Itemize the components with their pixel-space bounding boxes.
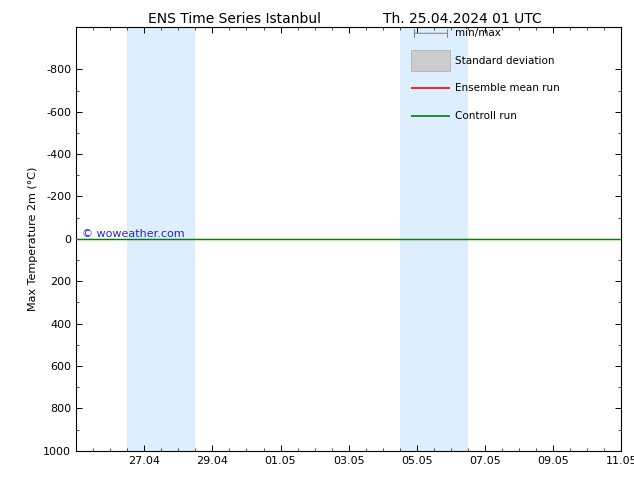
Text: Ensemble mean run: Ensemble mean run <box>455 83 560 94</box>
Y-axis label: Max Temperature 2m (°C): Max Temperature 2m (°C) <box>28 167 37 311</box>
Text: ENS Time Series Istanbul: ENS Time Series Istanbul <box>148 12 321 26</box>
Text: Controll run: Controll run <box>455 111 517 121</box>
Text: Th. 25.04.2024 01 UTC: Th. 25.04.2024 01 UTC <box>384 12 542 26</box>
Bar <box>127 27 195 451</box>
Text: © woweather.com: © woweather.com <box>82 229 184 239</box>
Text: min/max: min/max <box>455 28 501 38</box>
Text: Standard deviation: Standard deviation <box>455 56 555 66</box>
Bar <box>411 50 450 72</box>
Bar <box>400 27 468 451</box>
